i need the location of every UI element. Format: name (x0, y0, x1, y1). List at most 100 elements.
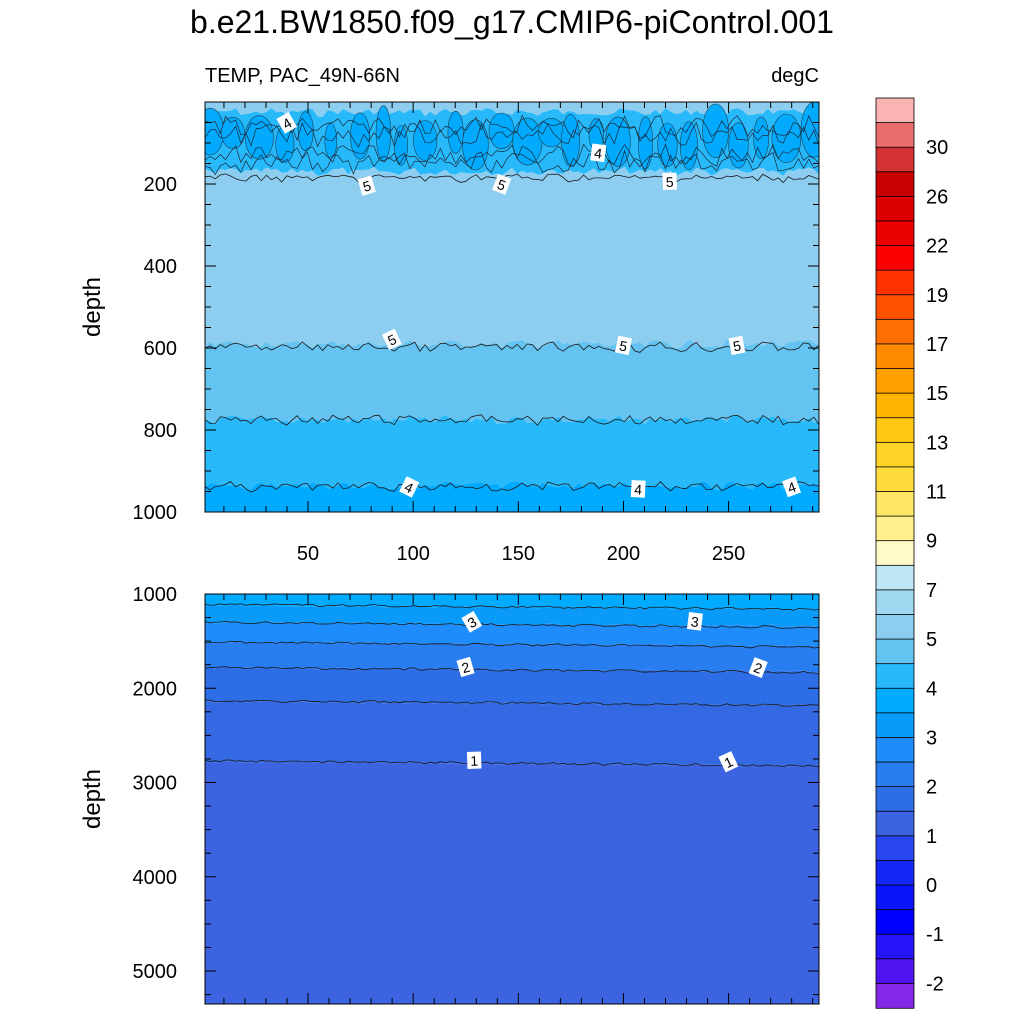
colorbar-box (875, 958, 915, 985)
y-tick-label: 800 (144, 420, 177, 442)
contour-fill-band (205, 760, 819, 1004)
colorbar-label: 4 (926, 678, 937, 700)
colorbar-box (875, 810, 915, 837)
y-tick-label: 400 (144, 256, 177, 278)
contour-label-text: 1 (470, 753, 479, 769)
contour-label: 4 (782, 476, 802, 498)
contour-line (205, 414, 819, 426)
colorbar-box (875, 318, 915, 345)
colorbar-label: 15 (926, 383, 948, 405)
contour-label-text: 4 (593, 145, 603, 162)
contour-label-box (630, 480, 646, 498)
colorbar-box (875, 146, 915, 173)
colorbar-box (875, 220, 915, 247)
contour-line (205, 143, 819, 168)
colorbar-label: 5 (926, 629, 937, 651)
colorbar-label: 3 (926, 728, 937, 750)
contour-label-box (357, 175, 376, 196)
contour-cell (561, 114, 581, 167)
colorbar-box (875, 269, 915, 296)
lower-fill-bands (205, 594, 819, 1004)
colorbar-label: 19 (926, 285, 948, 307)
colorbar-label: 9 (926, 531, 937, 553)
upper-fill-bands (205, 102, 819, 512)
contour-label-box (466, 751, 482, 770)
colorbar-box (875, 392, 915, 419)
contour-cell (350, 112, 371, 160)
contour-label: 2 (748, 657, 768, 678)
colorbar-box (875, 368, 915, 394)
lower-axes: 1000 2000 3000 4000 5000 (133, 584, 819, 1004)
contour-label-box (718, 751, 739, 773)
contour-cell (324, 123, 338, 159)
contour-line (205, 759, 819, 768)
colorbar-box (875, 737, 915, 763)
contour-fill-band (205, 414, 819, 490)
colorbar-label: 13 (926, 432, 948, 454)
contour-fill-band (205, 480, 819, 512)
contour-line (205, 666, 819, 674)
contour-label: 5 (614, 335, 633, 356)
x-tick-label: 100 (396, 543, 429, 565)
contour-fill-band (205, 167, 819, 349)
colorbar-label: 1 (926, 826, 937, 848)
contour-label: 4 (399, 476, 420, 498)
y-tick-label: 600 (144, 338, 177, 360)
y-tick-label: 200 (144, 174, 177, 196)
colorbar-label: 26 (926, 186, 948, 208)
colorbar-box (875, 294, 915, 321)
colorbar-label: 17 (926, 334, 948, 356)
contour-line (205, 173, 819, 184)
contour-cell (447, 110, 464, 154)
y-tick-label: 5000 (133, 961, 178, 983)
colorbar-label: 7 (926, 580, 937, 602)
contour-label: 5 (662, 172, 677, 191)
colorbar-box (875, 933, 915, 960)
contour-line (205, 620, 819, 629)
upper-contour-lines (205, 114, 819, 493)
colorbar-label: 0 (926, 875, 937, 897)
lower-contour-panel: 3 3 2 2 1 1 1000 2000 3000 4000 5000 depth (79, 584, 820, 1005)
contour-label: 4 (276, 112, 298, 134)
subtitle-units: degC (771, 65, 819, 87)
colorbar-box (875, 909, 915, 935)
contour-label-box (686, 612, 703, 631)
colorbar-box (875, 786, 915, 812)
colorbar-box (875, 417, 915, 444)
contour-label-box (748, 657, 768, 678)
colorbar-box (875, 614, 915, 640)
contour-fill-band (205, 700, 819, 767)
contour-label-box (399, 476, 420, 498)
figure-title: b.e21.BW1850.f09_g17.CMIP6-piControl.001 (190, 4, 834, 40)
upper-contour-labels: 4 4 5 5 5 5 5 5 4 4 4 (276, 112, 802, 498)
contour-label-box (782, 476, 802, 498)
y-tick-label: 1000 (133, 502, 178, 524)
contour-label: 5 (357, 175, 376, 196)
lower-contour-labels: 3 3 2 2 1 1 (456, 611, 768, 773)
colorbar-label: -1 (926, 924, 944, 946)
contour-fill-band (205, 339, 819, 425)
contour-label-box (276, 112, 298, 134)
contour-cell (220, 117, 245, 150)
colorbar-box (875, 122, 915, 148)
x-tick-label: 200 (607, 543, 640, 565)
colorbar-box (875, 761, 915, 788)
colorbar-box (875, 638, 915, 665)
colorbar-box (875, 441, 915, 468)
colorbar-box (875, 884, 915, 911)
lower-plot-frame (204, 593, 820, 1005)
contour-label-text: 3 (690, 613, 700, 630)
contour-cell (244, 115, 274, 160)
y-tick-label: 3000 (133, 773, 178, 795)
contour-line (205, 341, 819, 353)
colorbar-box (875, 245, 915, 271)
contour-label-box (456, 656, 475, 678)
contour-label-box (492, 173, 512, 195)
contour-cell (800, 102, 819, 158)
contour-cell (680, 121, 698, 170)
contour-fill-band (205, 666, 819, 707)
colorbar-box (875, 491, 915, 517)
colorbar-label: 22 (926, 236, 948, 258)
